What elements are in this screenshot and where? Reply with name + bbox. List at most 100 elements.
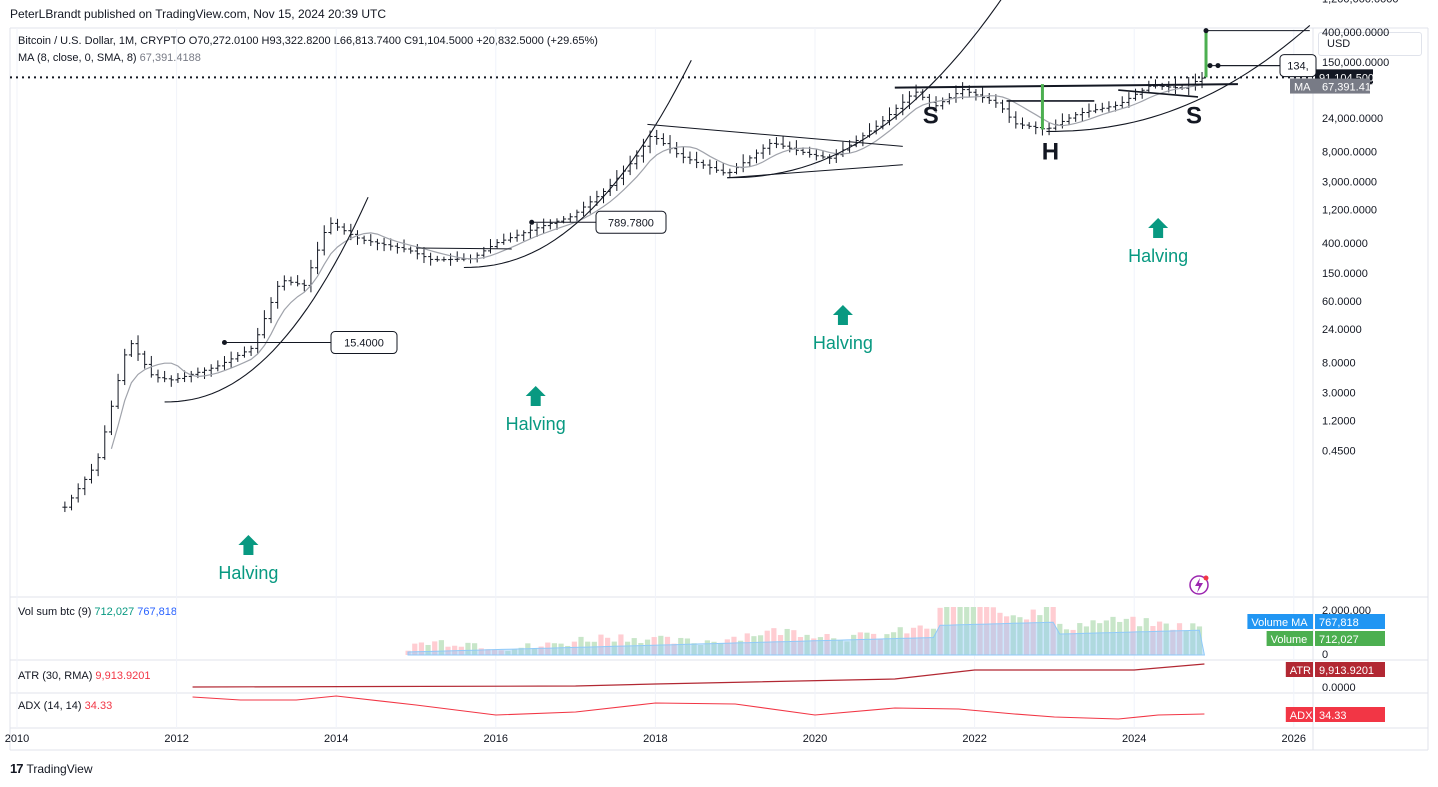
- volume-bar: [1150, 626, 1156, 655]
- y-tick-label: 8.0000: [1322, 358, 1356, 370]
- volume-bar: [598, 634, 604, 655]
- volume-bar: [970, 607, 976, 655]
- adx-label[interactable]: ADX (14, 14): [18, 700, 82, 712]
- volume-bar: [1083, 626, 1090, 655]
- volume-bar: [1170, 629, 1176, 655]
- ma-tag-value: 67,391.4188: [1322, 82, 1383, 94]
- ma-line: [110, 84, 1203, 449]
- volume-bar: [977, 607, 983, 655]
- publisher-header: PeterLBrandt published on TradingView.co…: [10, 7, 387, 21]
- volume-bar: [491, 649, 498, 655]
- volume-bar: [917, 625, 923, 655]
- adx-value: 34.33: [84, 700, 113, 712]
- pattern-label: S: [1186, 103, 1202, 130]
- atr-axis-label: 0.0000: [1322, 682, 1356, 694]
- value-tag-label: 9,913.9201: [1319, 665, 1374, 677]
- volume-bar: [651, 637, 657, 655]
- adx-legend: ADX (14, 14) 34.33: [18, 700, 112, 712]
- volume-label[interactable]: Vol sum btc (9): [18, 606, 92, 618]
- volume-bar: [797, 637, 804, 655]
- volume-bar: [691, 643, 697, 655]
- volume-bar: [804, 634, 810, 655]
- volume-bar: [924, 628, 930, 655]
- volume-bar: [757, 635, 764, 655]
- callout-box: [595, 210, 667, 234]
- volume-bar: [944, 607, 950, 655]
- value-tag-label: 712,027: [1319, 634, 1359, 646]
- volume-ma-value: 767,818: [137, 606, 178, 618]
- y-tick-label: 0.4500: [1322, 445, 1356, 457]
- volume-bar: [624, 641, 631, 655]
- y-tick-label: 60.0000: [1322, 296, 1362, 308]
- x-tick-label: 2012: [164, 733, 188, 745]
- y-tick-label: 400,000.0000: [1322, 27, 1389, 39]
- atr-legend: ATR (30, RMA) 9,913.9201: [18, 670, 150, 682]
- adx-line: [192, 695, 1205, 720]
- volume-bar: [984, 607, 990, 655]
- tradingview-footer[interactable]: 17 TradingView: [10, 761, 93, 776]
- neckline: [894, 83, 1238, 89]
- volume-bar: [1043, 607, 1050, 655]
- atr-line: [192, 663, 1205, 688]
- ma-tag-label: MA: [1294, 82, 1311, 94]
- volume-bar: [1183, 630, 1189, 655]
- value-tag-name: [1285, 662, 1313, 677]
- volume-bar: [545, 642, 551, 655]
- volume-bar: [631, 638, 637, 655]
- volume-bar: [857, 632, 863, 655]
- volume-bar: [1017, 617, 1023, 655]
- volume-bar: [1163, 623, 1169, 655]
- volume-bar: [1037, 615, 1043, 655]
- volume-bar: [644, 639, 651, 655]
- volume-bar: [937, 607, 943, 655]
- currency-button[interactable]: USD: [1318, 32, 1422, 56]
- volume-bar: [425, 644, 431, 655]
- volume-bar: [505, 650, 511, 655]
- value-tag: [1315, 662, 1385, 677]
- volume-bar: [871, 633, 877, 655]
- ma-label[interactable]: MA (8, close, 0, SMA, 8): [18, 52, 137, 64]
- volume-bar: [817, 637, 824, 655]
- volume-bar: [531, 648, 538, 655]
- volume-bar: [997, 612, 1003, 655]
- volume-bar: [1103, 620, 1109, 655]
- volume-bar: [744, 633, 750, 655]
- triangle-upper-line: [647, 123, 903, 147]
- halving-label: Halving: [218, 563, 278, 583]
- ma-tag: [1290, 78, 1370, 94]
- volume-bar: [1090, 620, 1096, 655]
- volume-axis-label: 0: [1322, 649, 1328, 661]
- volume-bar: [844, 641, 850, 655]
- volume-bar: [824, 634, 830, 655]
- volume-bar: [498, 650, 504, 655]
- y-tick-label: 150,000.0000: [1322, 57, 1389, 69]
- volume-bar: [472, 643, 478, 655]
- alert-dot-icon: [1203, 575, 1209, 581]
- volume-bar: [764, 630, 770, 655]
- volume-bar: [884, 634, 890, 655]
- volume-bar: [877, 638, 883, 655]
- atr-label[interactable]: ATR (30, RMA): [18, 670, 93, 682]
- volume-bar: [678, 637, 684, 655]
- volume-bar: [664, 636, 671, 655]
- atr-value: 9,913.9201: [95, 670, 151, 682]
- volume-bar: [711, 641, 717, 655]
- y-tick-label: 150.0000: [1322, 268, 1368, 280]
- tradingview-logo-icon: 17: [10, 761, 24, 776]
- volume-bar: [964, 607, 970, 655]
- volume-bar: [831, 638, 837, 655]
- volume-bar: [1030, 609, 1036, 655]
- pattern-label: S: [923, 103, 939, 130]
- value-tag: [1315, 614, 1385, 629]
- volume-bar: [930, 628, 937, 655]
- symbol-name[interactable]: Bitcoin / U.S. Dollar, 1M, CRYPTO: [18, 35, 186, 47]
- volume-bar: [851, 634, 857, 655]
- value-tag-name: [1247, 614, 1313, 629]
- volume-bar: [731, 636, 737, 655]
- volume-value: 712,027: [94, 606, 135, 618]
- volume-bar: [990, 607, 996, 655]
- triangle-lower-line: [727, 164, 903, 179]
- value-tag-name-label: Volume MA: [1251, 617, 1308, 629]
- x-tick-label: 2016: [484, 733, 508, 745]
